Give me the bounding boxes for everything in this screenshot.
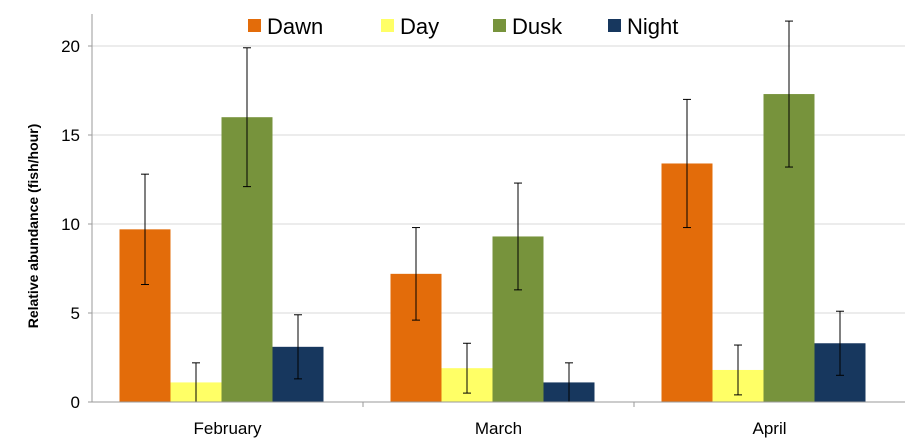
legend-swatch-dusk [493, 19, 506, 32]
y-tick-label: 15 [61, 126, 80, 145]
y-axis-title: Relative abundance (fish/hour) [25, 124, 41, 329]
x-tick-label: April [752, 419, 786, 438]
legend: Dawn Day Dusk Night [248, 14, 678, 39]
y-tick-label: 5 [71, 304, 80, 323]
legend-swatch-night [608, 19, 621, 32]
error-bar-layer [141, 20, 844, 403]
x-tick-label: February [193, 419, 262, 438]
legend-swatch-day [381, 19, 394, 32]
legend-label-day: Day [400, 14, 439, 39]
legend-label-night: Night [627, 14, 678, 39]
y-tick-label: 10 [61, 215, 80, 234]
y-tick-label: 0 [71, 393, 80, 412]
legend-label-dawn: Dawn [267, 14, 323, 39]
bar-layer [119, 94, 866, 402]
x-tick-label: March [475, 419, 522, 438]
axis-layer: 0 5 10 15 20 February March April [61, 14, 905, 438]
y-tick-label: 20 [61, 37, 80, 56]
legend-swatch-dawn [248, 19, 261, 32]
legend-label-dusk: Dusk [512, 14, 563, 39]
